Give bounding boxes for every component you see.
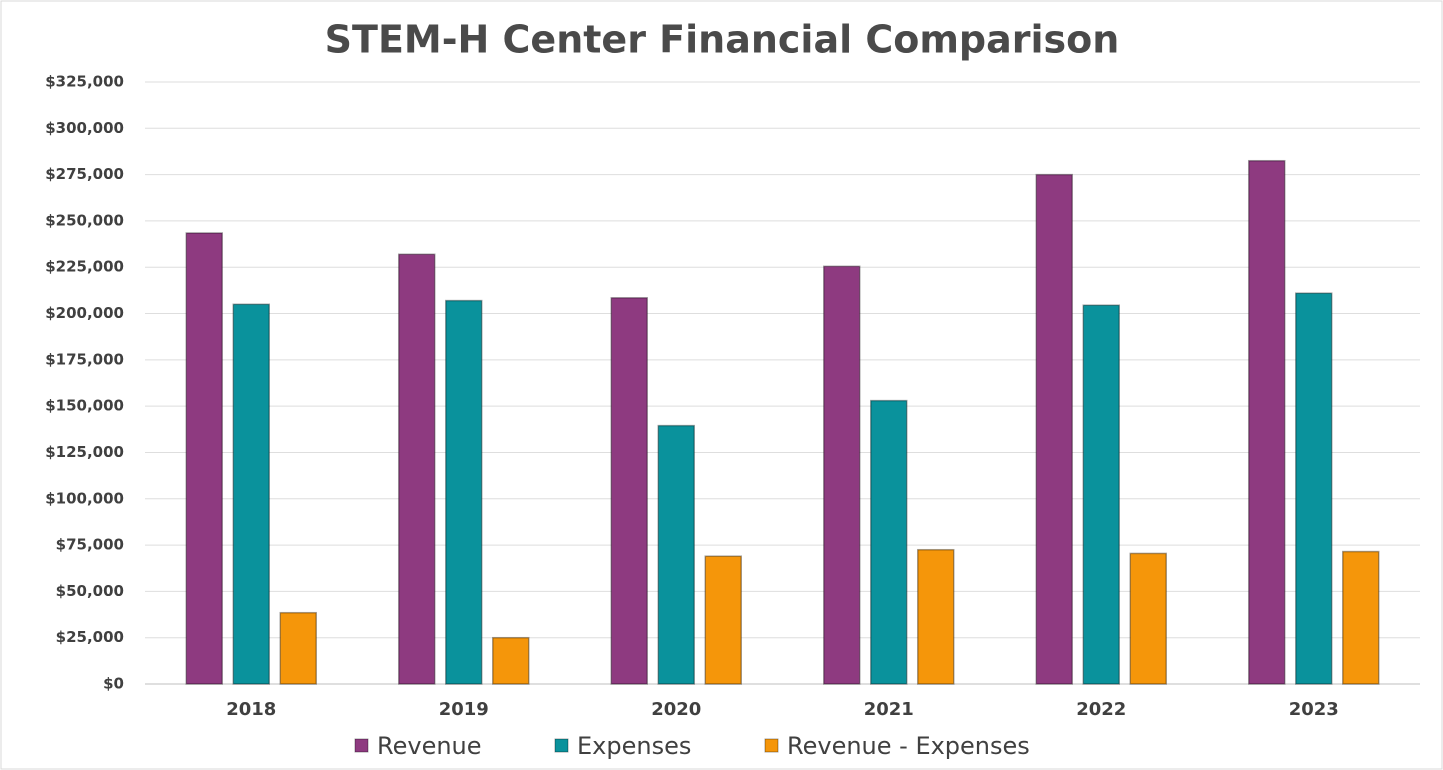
bar xyxy=(1248,159,1286,685)
x-tick-label: 2020 xyxy=(651,699,701,720)
y-tick-label: $25,000 xyxy=(56,628,124,646)
bar xyxy=(704,555,742,685)
x-tick-label: 2023 xyxy=(1289,699,1339,720)
x-tick-label: 2018 xyxy=(226,699,276,720)
y-tick-label: $0 xyxy=(103,675,124,693)
bar xyxy=(279,611,317,685)
bar xyxy=(445,299,483,685)
y-tick-label: $100,000 xyxy=(45,489,124,507)
y-tick-label: $225,000 xyxy=(45,258,124,276)
y-tick-label: $50,000 xyxy=(56,582,124,600)
y-tick-label: $300,000 xyxy=(45,119,124,137)
bar xyxy=(1129,552,1167,685)
x-tick-label: 2022 xyxy=(1076,699,1126,720)
y-tick-label: $250,000 xyxy=(45,211,124,229)
bar xyxy=(823,265,861,685)
bar xyxy=(1035,173,1073,685)
y-tick-label: $125,000 xyxy=(45,443,124,461)
legend-label: Expenses xyxy=(577,732,691,760)
bar xyxy=(1342,550,1380,685)
y-tick-label: $200,000 xyxy=(45,304,124,322)
legend-label: Revenue xyxy=(377,732,482,760)
legend-swatch xyxy=(764,738,779,753)
bar xyxy=(492,636,530,685)
bar xyxy=(657,424,695,685)
y-tick-label: $275,000 xyxy=(45,165,124,183)
y-tick-label: $150,000 xyxy=(45,397,124,415)
legend-swatch xyxy=(554,738,569,753)
bar xyxy=(185,232,223,685)
bar xyxy=(870,399,908,685)
bar xyxy=(1295,292,1333,685)
bar xyxy=(1082,304,1120,685)
legend-label: Revenue - Expenses xyxy=(787,732,1030,760)
x-tick-label: 2019 xyxy=(439,699,489,720)
y-tick-label: $75,000 xyxy=(56,536,124,554)
y-tick-label: $325,000 xyxy=(45,73,124,91)
bar xyxy=(610,297,648,685)
bar xyxy=(232,303,270,685)
legend-swatch xyxy=(354,738,369,753)
y-tick-label: $175,000 xyxy=(45,350,124,368)
chart-title: STEM-H Center Financial Comparison xyxy=(325,18,1120,62)
bar xyxy=(398,253,436,685)
bar xyxy=(917,548,955,685)
x-tick-label: 2021 xyxy=(864,699,914,720)
